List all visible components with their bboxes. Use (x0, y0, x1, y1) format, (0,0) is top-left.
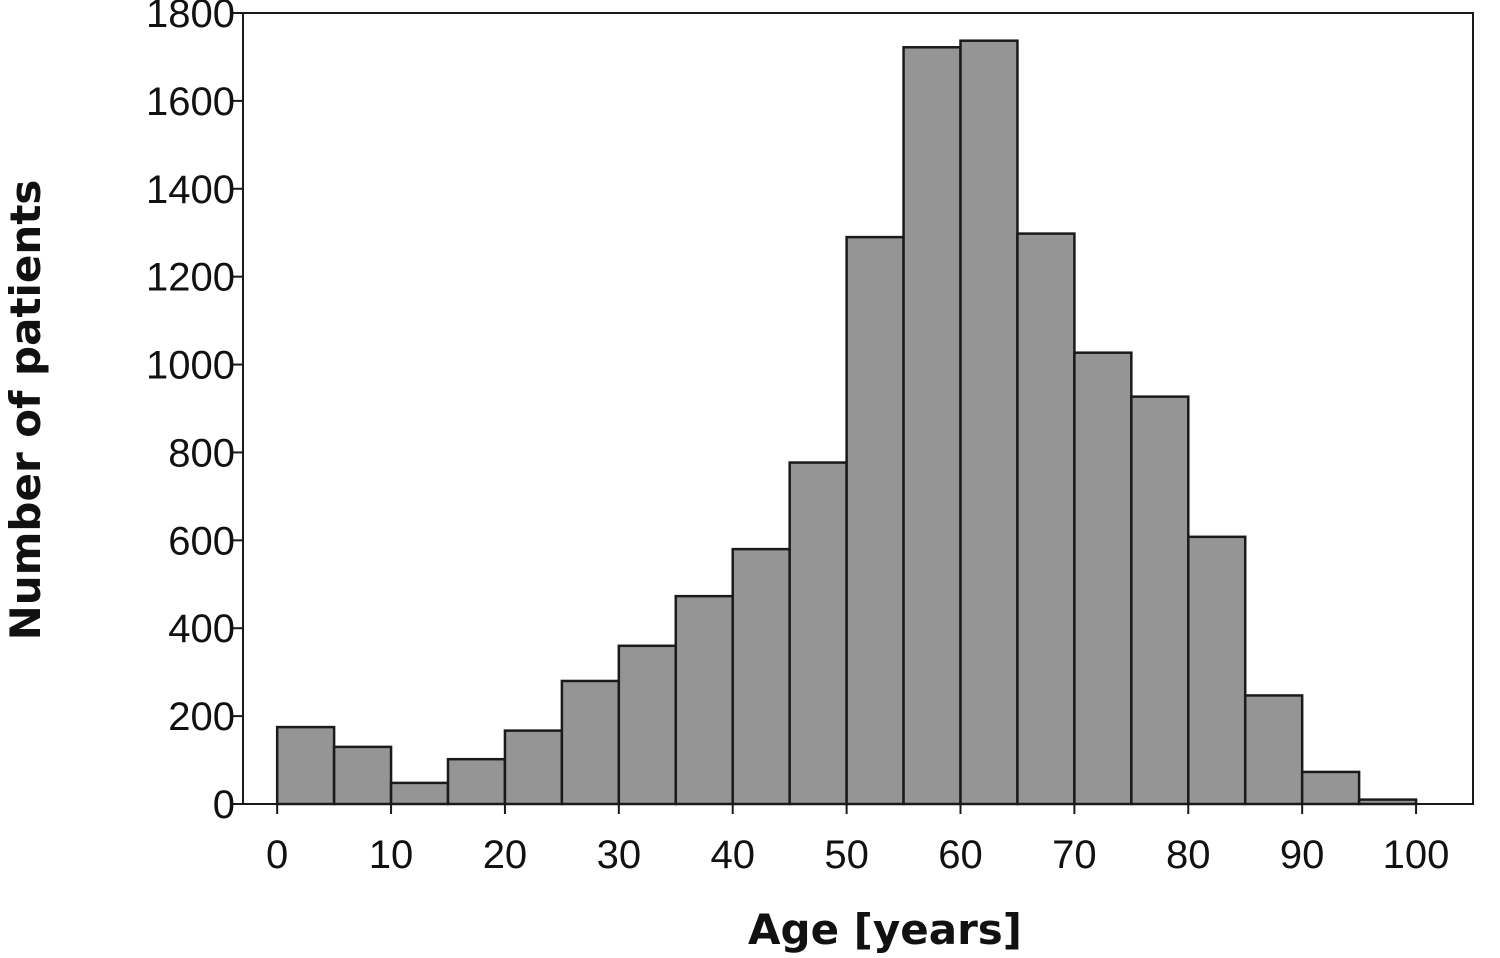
x-tick-label-10: 10 (369, 833, 414, 877)
y-tick-label-1600: 1600 (146, 80, 235, 124)
y-tick-label-1800: 1800 (146, 0, 235, 36)
bar-15-20 (446, 757, 507, 806)
y-tick-label-1000: 1000 (146, 344, 235, 388)
x-tick-label-50: 50 (824, 833, 869, 877)
bar-55-60 (902, 46, 962, 806)
y-axis: 0 200 400 600 800 1000 1200 1400 1600 1800 (146, 0, 243, 827)
bar-20-25 (503, 729, 564, 806)
bar-90-95 (1300, 770, 1361, 806)
y-tick-label-800: 800 (168, 431, 235, 475)
bar-85-90 (1243, 694, 1304, 806)
y-tick-label-400: 400 (168, 607, 235, 651)
bar-25-30 (560, 679, 621, 806)
bar-75-80 (1130, 395, 1190, 806)
bar-60-65 (959, 39, 1019, 806)
x-tick-label-20: 20 (483, 833, 528, 877)
bar-35-40 (674, 594, 734, 806)
x-tick-label-90: 90 (1280, 833, 1325, 877)
bar-40-45 (731, 547, 791, 806)
y-tick-label-200: 200 (168, 695, 235, 739)
x-tick-label-40: 40 (710, 833, 755, 877)
x-tick-label-0: 0 (266, 833, 288, 877)
x-tick-label-70: 70 (1052, 833, 1097, 877)
bar-80-85 (1187, 535, 1247, 806)
bars-group (275, 39, 1418, 806)
bar-50-55 (845, 235, 905, 806)
bar-65-70 (1016, 232, 1076, 806)
bar-95-100 (1357, 798, 1418, 806)
x-axis: 0 10 20 30 40 50 60 70 80 90 100 (266, 804, 1449, 877)
y-tick-label-0: 0 (213, 783, 235, 827)
x-tick-label-30: 30 (597, 833, 642, 877)
bar-10-15 (389, 781, 450, 806)
bar-30-35 (617, 644, 678, 806)
bar-0-5 (275, 725, 336, 806)
x-tick-label-80: 80 (1166, 833, 1211, 877)
y-tick-label-600: 600 (168, 519, 235, 563)
bar-45-50 (788, 461, 848, 806)
bar-70-75 (1073, 351, 1133, 806)
y-tick-label-1200: 1200 (146, 256, 235, 300)
x-axis-label: Age [years] (748, 905, 1022, 954)
x-tick-label-100: 100 (1383, 833, 1450, 877)
y-axis-label: Number of patients (1, 180, 50, 641)
x-tick-label-60: 60 (938, 833, 983, 877)
bar-5-10 (332, 745, 393, 806)
y-tick-label-1400: 1400 (146, 168, 235, 212)
